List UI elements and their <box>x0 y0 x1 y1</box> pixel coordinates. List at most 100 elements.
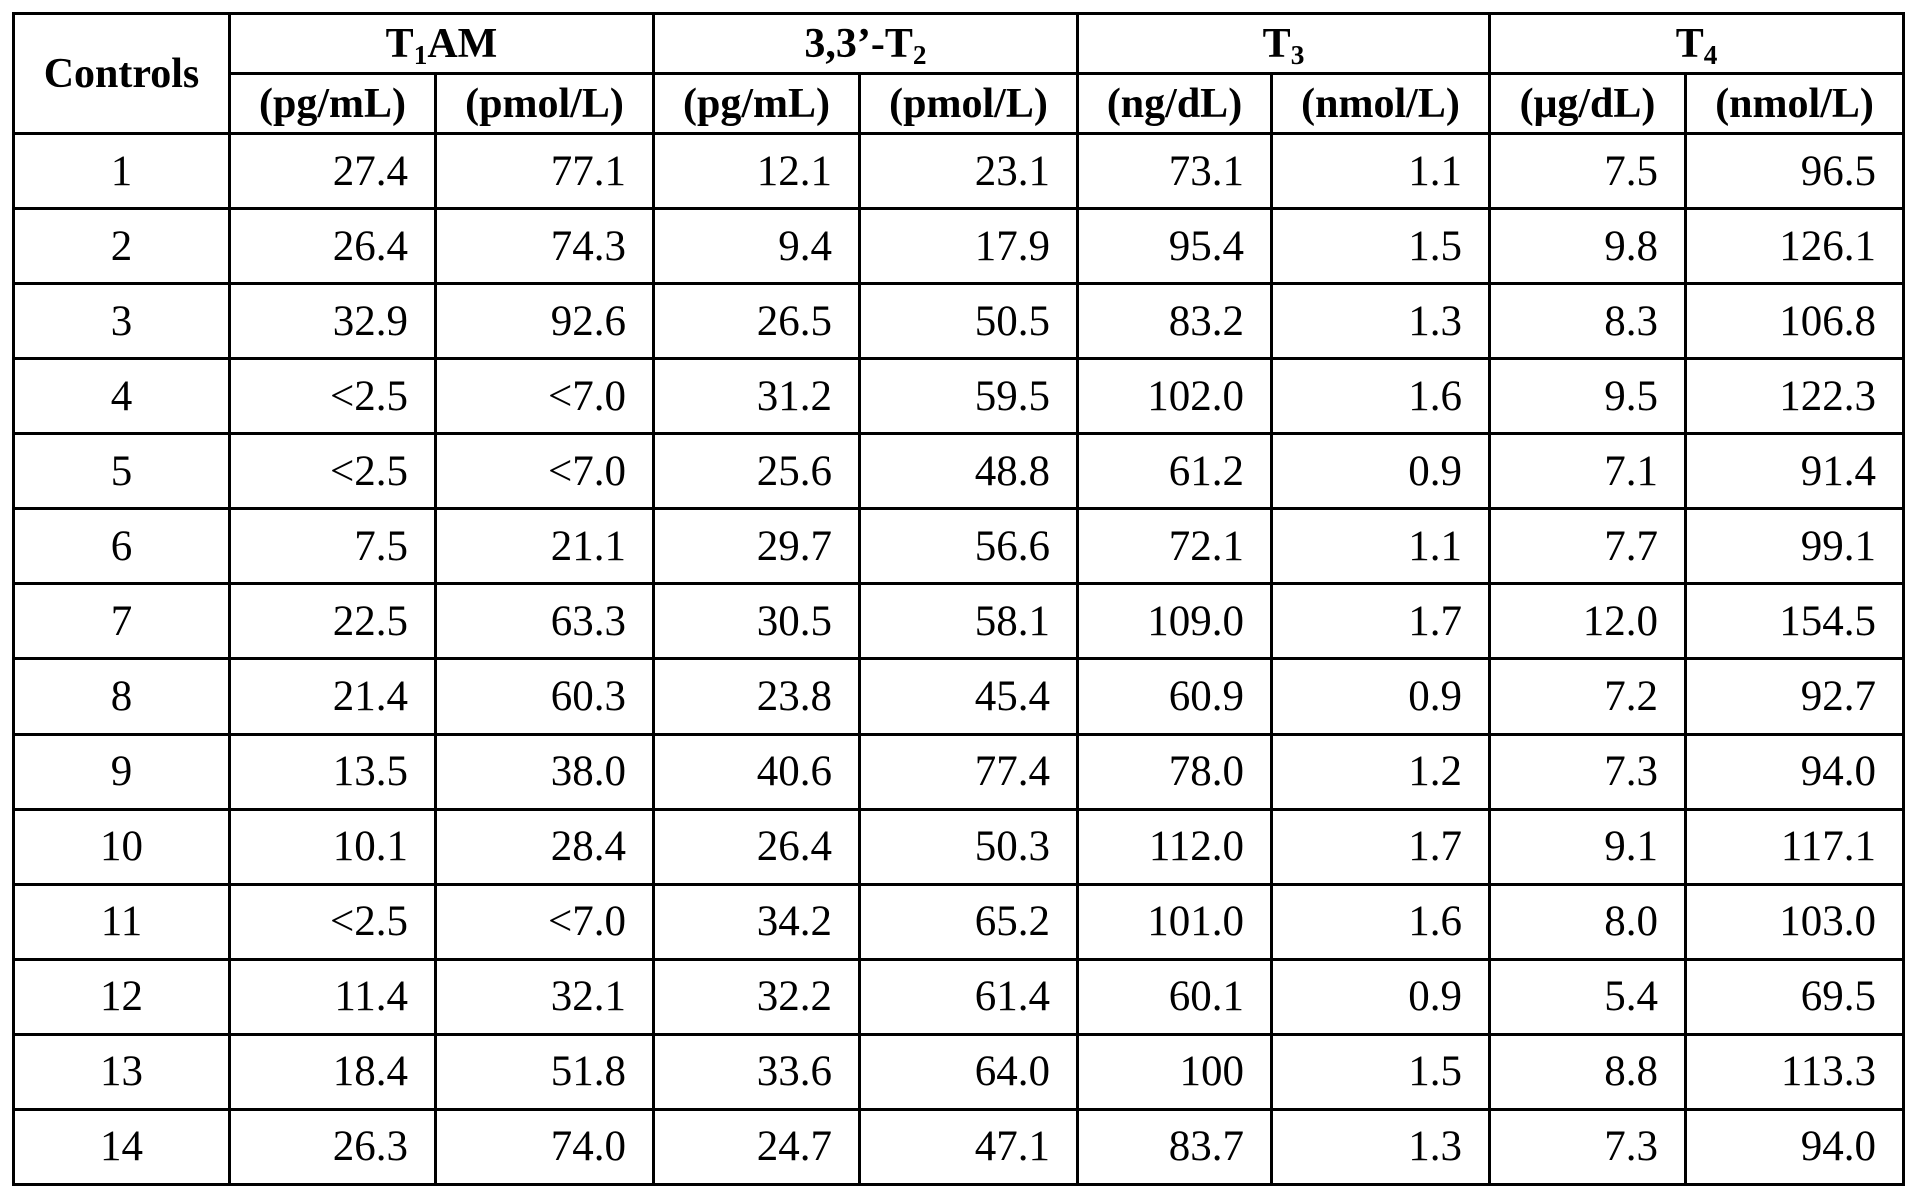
value-cell: 96.5 <box>1686 134 1904 209</box>
value-cell: 94.0 <box>1686 1109 1904 1184</box>
value-cell: 113.3 <box>1686 1034 1904 1109</box>
value-cell: 92.7 <box>1686 659 1904 734</box>
control-id-cell: 3 <box>14 284 230 359</box>
control-id-cell: 6 <box>14 509 230 584</box>
table-row: 913.538.040.677.478.01.27.394.0 <box>14 734 1904 809</box>
table-header: Controls T1AM 3,3’-T2 T3 T4 (pg/mL) (pmo… <box>14 14 1904 134</box>
value-cell: 32.1 <box>436 959 654 1034</box>
value-cell: 7.5 <box>1490 134 1686 209</box>
unit-header: (pg/mL) <box>654 74 860 134</box>
unit-header: (μg/dL) <box>1490 74 1686 134</box>
table-body: 127.477.112.123.173.11.17.596.5226.474.3… <box>14 134 1904 1185</box>
value-cell: 27.4 <box>230 134 436 209</box>
value-cell: 94.0 <box>1686 734 1904 809</box>
control-id-cell: 7 <box>14 584 230 659</box>
value-cell: 17.9 <box>860 209 1078 284</box>
value-cell: 7.7 <box>1490 509 1686 584</box>
value-cell: 7.1 <box>1490 434 1686 509</box>
value-cell: 60.9 <box>1078 659 1272 734</box>
value-cell: 9.5 <box>1490 359 1686 434</box>
value-cell: 34.2 <box>654 884 860 959</box>
value-cell: 12.0 <box>1490 584 1686 659</box>
value-cell: 40.6 <box>654 734 860 809</box>
control-id-cell: 11 <box>14 884 230 959</box>
value-cell: 45.4 <box>860 659 1078 734</box>
value-cell: 23.8 <box>654 659 860 734</box>
value-cell: 30.5 <box>654 584 860 659</box>
table-row: 722.563.330.558.1109.01.712.0154.5 <box>14 584 1904 659</box>
value-cell: 13.5 <box>230 734 436 809</box>
table-row: 4<2.5<7.031.259.5102.01.69.5122.3 <box>14 359 1904 434</box>
value-cell: 73.1 <box>1078 134 1272 209</box>
value-cell: 24.7 <box>654 1109 860 1184</box>
value-cell: 7.5 <box>230 509 436 584</box>
value-cell: 60.1 <box>1078 959 1272 1034</box>
value-cell: 1.7 <box>1272 584 1490 659</box>
value-cell: 26.4 <box>230 209 436 284</box>
table-row: 1318.451.833.664.01001.58.8113.3 <box>14 1034 1904 1109</box>
value-cell: 1.7 <box>1272 809 1490 884</box>
value-cell: 8.3 <box>1490 284 1686 359</box>
value-cell: 32.2 <box>654 959 860 1034</box>
value-cell: 11.4 <box>230 959 436 1034</box>
control-id-cell: 12 <box>14 959 230 1034</box>
group-base: T <box>1676 21 1704 67</box>
value-cell: 102.0 <box>1078 359 1272 434</box>
value-cell: 101.0 <box>1078 884 1272 959</box>
group-base: T <box>386 21 414 67</box>
value-cell: 83.2 <box>1078 284 1272 359</box>
value-cell: 1.1 <box>1272 134 1490 209</box>
value-cell: 106.8 <box>1686 284 1904 359</box>
table-row: 1211.432.132.261.460.10.95.469.5 <box>14 959 1904 1034</box>
value-cell: <2.5 <box>230 434 436 509</box>
value-cell: 1.6 <box>1272 359 1490 434</box>
value-cell: 7.3 <box>1490 1109 1686 1184</box>
value-cell: 63.3 <box>436 584 654 659</box>
control-id-cell: 9 <box>14 734 230 809</box>
value-cell: 50.3 <box>860 809 1078 884</box>
value-cell: 50.5 <box>860 284 1078 359</box>
value-cell: 122.3 <box>1686 359 1904 434</box>
value-cell: 61.4 <box>860 959 1078 1034</box>
value-cell: 33.6 <box>654 1034 860 1109</box>
value-cell: 83.7 <box>1078 1109 1272 1184</box>
value-cell: 51.8 <box>436 1034 654 1109</box>
value-cell: 77.4 <box>860 734 1078 809</box>
value-cell: 0.9 <box>1272 659 1490 734</box>
value-cell: <7.0 <box>436 884 654 959</box>
value-cell: 100 <box>1078 1034 1272 1109</box>
unit-header: (nmol/L) <box>1686 74 1904 134</box>
value-cell: 48.8 <box>860 434 1078 509</box>
value-cell: 23.1 <box>860 134 1078 209</box>
table-row: 1426.374.024.747.183.71.37.394.0 <box>14 1109 1904 1184</box>
value-cell: 1.5 <box>1272 209 1490 284</box>
table-row: 11<2.5<7.034.265.2101.01.68.0103.0 <box>14 884 1904 959</box>
value-cell: 31.2 <box>654 359 860 434</box>
data-table: Controls T1AM 3,3’-T2 T3 T4 (pg/mL) (pmo… <box>12 12 1905 1186</box>
table-row: 67.521.129.756.672.11.17.799.1 <box>14 509 1904 584</box>
control-id-cell: 2 <box>14 209 230 284</box>
control-id-cell: 8 <box>14 659 230 734</box>
value-cell: 1.1 <box>1272 509 1490 584</box>
group-base: 3,3’-T <box>804 21 913 67</box>
value-cell: 9.1 <box>1490 809 1686 884</box>
value-cell: 1.3 <box>1272 1109 1490 1184</box>
value-cell: 7.2 <box>1490 659 1686 734</box>
value-cell: <2.5 <box>230 884 436 959</box>
value-cell: 64.0 <box>860 1034 1078 1109</box>
value-cell: 1.2 <box>1272 734 1490 809</box>
unit-header: (pmol/L) <box>860 74 1078 134</box>
header-group-t3: T3 <box>1078 14 1490 74</box>
value-cell: 117.1 <box>1686 809 1904 884</box>
table-row: 5<2.5<7.025.648.861.20.97.191.4 <box>14 434 1904 509</box>
unit-header: (nmol/L) <box>1272 74 1490 134</box>
header-row-units: (pg/mL) (pmol/L) (pg/mL) (pmol/L) (ng/dL… <box>14 74 1904 134</box>
group-sub: 3 <box>1291 39 1305 69</box>
value-cell: 1.6 <box>1272 884 1490 959</box>
value-cell: 8.8 <box>1490 1034 1686 1109</box>
value-cell: <2.5 <box>230 359 436 434</box>
control-id-cell: 5 <box>14 434 230 509</box>
value-cell: 56.6 <box>860 509 1078 584</box>
value-cell: 95.4 <box>1078 209 1272 284</box>
value-cell: 72.1 <box>1078 509 1272 584</box>
